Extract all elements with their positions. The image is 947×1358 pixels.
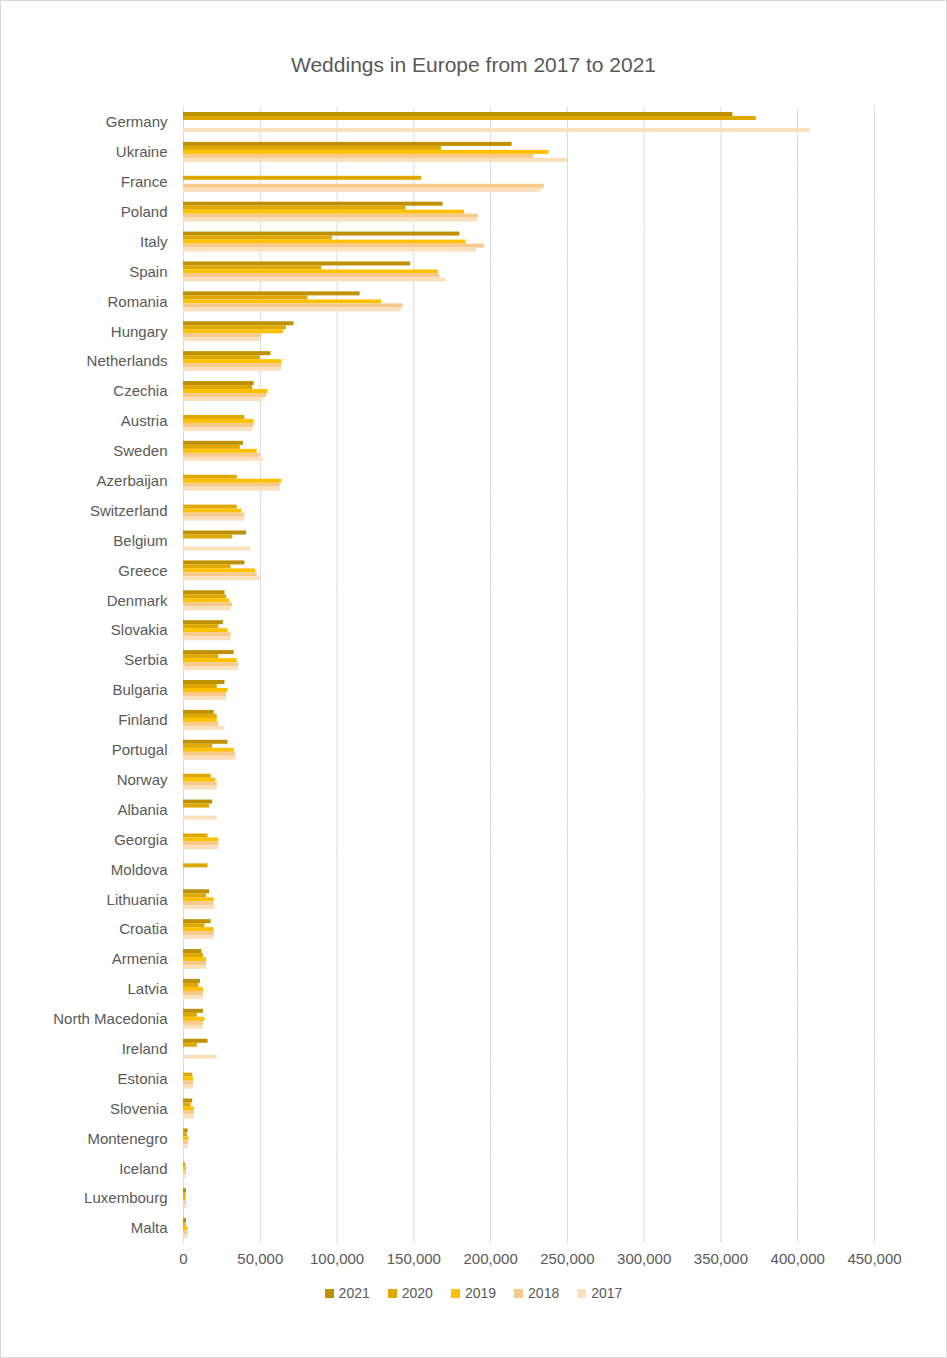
svg-text:Lithuania: Lithuania — [107, 891, 169, 908]
svg-text:Georgia: Georgia — [114, 831, 168, 848]
svg-text:Bulgaria: Bulgaria — [112, 681, 168, 698]
svg-text:Malta: Malta — [131, 1219, 168, 1236]
svg-text:Azerbaijan: Azerbaijan — [97, 472, 168, 489]
svg-text:Slovakia: Slovakia — [111, 621, 168, 638]
svg-text:Luxembourg: Luxembourg — [84, 1189, 167, 1206]
svg-text:Austria: Austria — [121, 412, 168, 429]
svg-text:Romania: Romania — [107, 293, 168, 310]
svg-text:400,000: 400,000 — [771, 1250, 825, 1267]
html-text:2019: 2019 — [464, 1285, 497, 1301]
svg-text:0: 0 — [179, 1250, 187, 1267]
svg-text:Greece: Greece — [118, 562, 167, 579]
svg-text:Poland: Poland — [121, 203, 168, 220]
svg-text:Spain: Spain — [129, 263, 167, 280]
svg-text:Belgium: Belgium — [113, 532, 167, 549]
svg-text:Estonia: Estonia — [117, 1070, 168, 1087]
svg-text:Iceland: Iceland — [119, 1160, 167, 1177]
html-text:2017: 2017 — [591, 1285, 623, 1301]
svg-text:350,000: 350,000 — [694, 1250, 748, 1267]
svg-text:Ireland: Ireland — [122, 1040, 168, 1057]
svg-text:300,000: 300,000 — [617, 1250, 671, 1267]
svg-text:Serbia: Serbia — [124, 651, 168, 668]
svg-text:Latvia: Latvia — [127, 980, 168, 997]
svg-text:Czechia: Czechia — [113, 382, 168, 399]
svg-text:Denmark: Denmark — [107, 592, 168, 609]
svg-text:100,000: 100,000 — [310, 1250, 364, 1267]
svg-text:450,000: 450,000 — [847, 1250, 901, 1267]
svg-text:France: France — [121, 173, 168, 190]
svg-text:Finland: Finland — [118, 711, 167, 728]
svg-text:Moldova: Moldova — [111, 861, 168, 878]
svg-text:Croatia: Croatia — [119, 920, 168, 937]
html-text:Weddings in Europe from 2017 t: Weddings in Europe from 2017 to 2021 — [291, 53, 656, 76]
svg-text:Switzerland: Switzerland — [90, 502, 168, 519]
svg-text:250,000: 250,000 — [540, 1250, 594, 1267]
svg-text:Ukraine: Ukraine — [116, 143, 168, 160]
svg-text:Portugal: Portugal — [112, 741, 168, 758]
svg-text:Slovenia: Slovenia — [110, 1100, 168, 1117]
svg-text:Netherlands: Netherlands — [87, 352, 168, 369]
svg-text:Montenegro: Montenegro — [87, 1130, 167, 1147]
svg-text:150,000: 150,000 — [387, 1250, 441, 1267]
svg-text:Sweden: Sweden — [113, 442, 167, 459]
svg-text:Germany: Germany — [106, 113, 168, 130]
html-text:2018: 2018 — [528, 1285, 560, 1301]
svg-text:North Macedonia: North Macedonia — [53, 1010, 168, 1027]
svg-text:Armenia: Armenia — [112, 950, 169, 967]
svg-text:50,000: 50,000 — [237, 1250, 283, 1267]
svg-text:200,000: 200,000 — [463, 1250, 517, 1267]
svg-text:Hungary: Hungary — [111, 323, 168, 340]
svg-text:Albania: Albania — [117, 801, 168, 818]
html-text:2020: 2020 — [401, 1285, 433, 1301]
svg-text:Norway: Norway — [117, 771, 168, 788]
svg-text:Italy: Italy — [140, 233, 168, 250]
html-text:2021: 2021 — [338, 1285, 370, 1301]
